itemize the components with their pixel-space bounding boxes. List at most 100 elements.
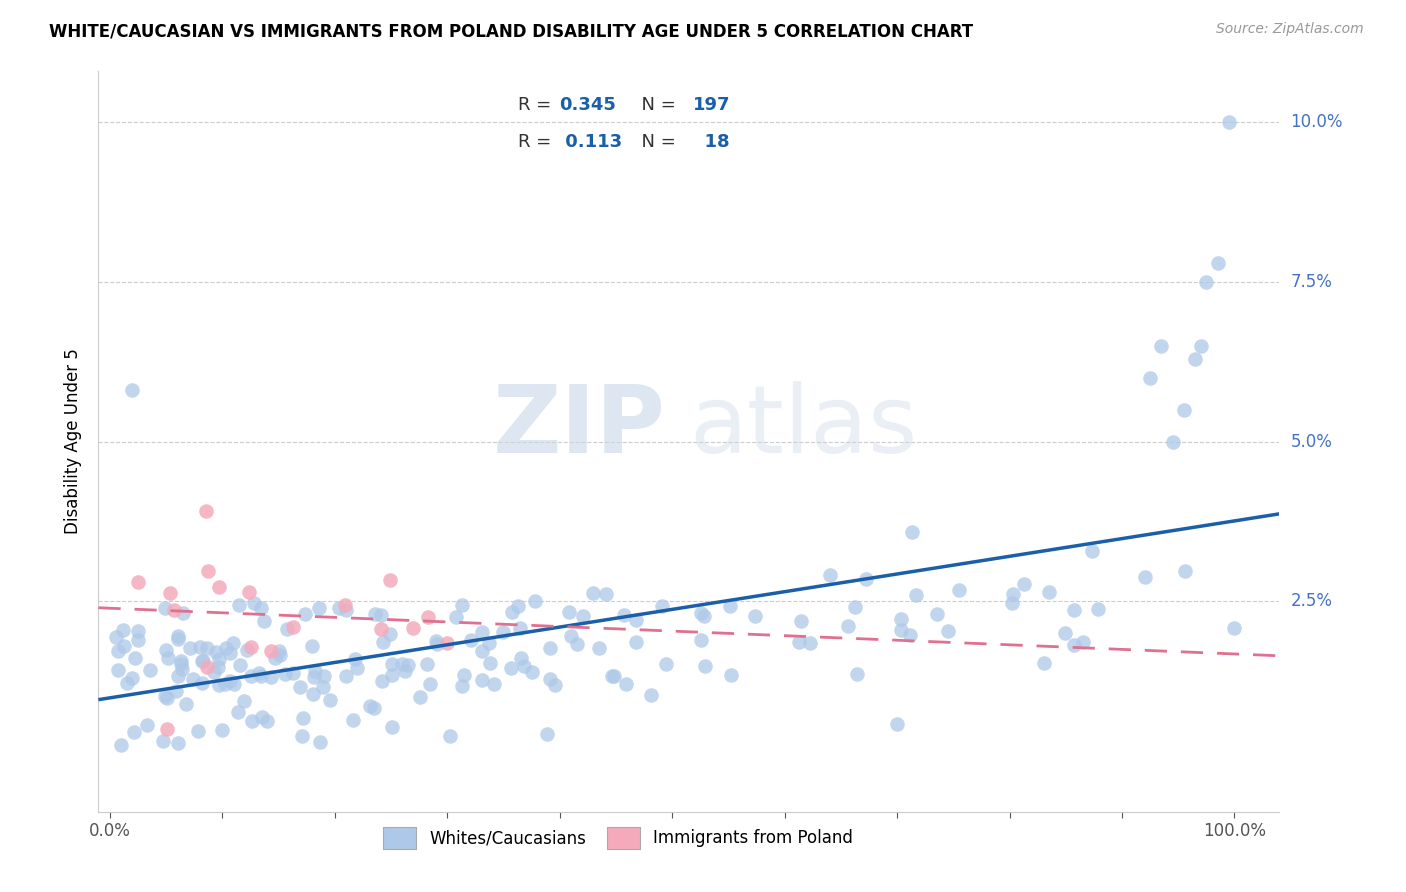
Point — [510, 651, 533, 665]
Point — [155, 691, 177, 706]
Point — [1063, 603, 1085, 617]
Point — [506, 599, 529, 613]
Point — [581, 586, 603, 600]
Point — [333, 599, 356, 613]
Point — [335, 669, 357, 683]
Point — [1195, 275, 1218, 289]
Point — [302, 670, 325, 684]
Point — [153, 689, 176, 703]
Point — [167, 669, 190, 683]
Point — [335, 603, 357, 617]
Point — [499, 661, 522, 675]
Point — [235, 642, 257, 657]
Point — [613, 607, 636, 622]
Point — [167, 736, 190, 750]
Point — [1218, 115, 1240, 129]
Point — [281, 620, 304, 634]
Point — [260, 643, 283, 657]
Point — [110, 738, 132, 752]
Point — [222, 636, 245, 650]
Point — [342, 713, 364, 727]
Point — [181, 672, 204, 686]
Text: atlas: atlas — [689, 381, 917, 473]
Point — [651, 599, 673, 614]
Point — [215, 641, 238, 656]
Point — [121, 671, 143, 685]
Point — [363, 700, 385, 714]
Point — [1054, 625, 1077, 640]
Point — [381, 667, 404, 681]
Text: ZIP: ZIP — [492, 381, 665, 473]
Point — [787, 634, 810, 648]
Point — [370, 622, 392, 636]
Point — [799, 636, 821, 650]
Text: N =: N = — [630, 95, 682, 113]
Point — [416, 657, 439, 672]
Point — [229, 657, 252, 672]
Point — [509, 621, 531, 635]
Point — [127, 632, 149, 647]
Point — [603, 669, 626, 683]
Text: R =: R = — [517, 95, 557, 113]
Point — [536, 727, 558, 741]
Point — [439, 729, 461, 743]
Point — [163, 603, 186, 617]
Point — [202, 665, 225, 679]
Point — [478, 656, 501, 670]
Point — [1206, 256, 1229, 270]
Point — [905, 588, 928, 602]
Point — [1071, 635, 1094, 649]
Point — [744, 609, 766, 624]
Point — [197, 564, 219, 578]
Point — [301, 687, 323, 701]
Point — [124, 651, 146, 665]
Point — [520, 665, 543, 680]
Point — [135, 718, 157, 732]
Point — [328, 601, 350, 615]
Point — [482, 677, 505, 691]
Point — [238, 585, 260, 599]
Point — [364, 607, 387, 622]
Point — [588, 640, 610, 655]
Point — [233, 694, 256, 708]
Point — [359, 699, 381, 714]
Point — [263, 651, 285, 665]
Y-axis label: Disability Age Under 5: Disability Age Under 5 — [65, 349, 83, 534]
Point — [380, 574, 402, 588]
Point — [1161, 434, 1184, 449]
Point — [214, 677, 236, 691]
Point — [165, 683, 187, 698]
Point — [1063, 638, 1085, 652]
Point — [567, 636, 589, 650]
Point — [1012, 576, 1035, 591]
Point — [1150, 339, 1173, 353]
Point — [492, 625, 515, 640]
Point — [720, 667, 742, 681]
Point — [346, 661, 368, 675]
Point — [471, 624, 494, 639]
Point — [371, 673, 394, 688]
Point — [107, 663, 129, 677]
Point — [127, 624, 149, 639]
Point — [396, 658, 419, 673]
Point — [274, 667, 297, 681]
Point — [689, 632, 711, 647]
Point — [195, 659, 218, 673]
Point — [371, 635, 394, 649]
Point — [179, 640, 201, 655]
Point — [157, 650, 180, 665]
Point — [115, 676, 138, 690]
Point — [436, 636, 458, 650]
Point — [426, 636, 449, 650]
Point — [444, 610, 467, 624]
Point — [1081, 543, 1104, 558]
Point — [195, 641, 218, 656]
Point — [381, 720, 404, 734]
Point — [478, 636, 501, 650]
Point — [1139, 370, 1161, 384]
Point — [191, 654, 214, 668]
Point — [655, 657, 678, 671]
Point — [111, 624, 134, 638]
Point — [394, 664, 416, 678]
Point — [304, 665, 326, 679]
